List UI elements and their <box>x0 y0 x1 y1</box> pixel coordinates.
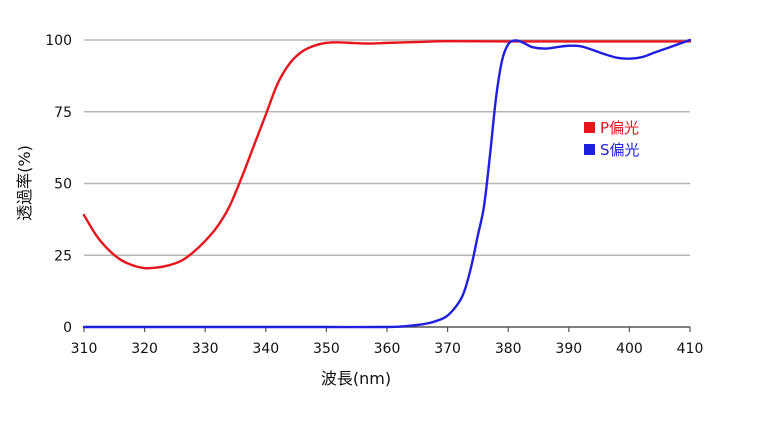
x-tick-label: 380 <box>495 341 522 357</box>
y-tick-label: 0 <box>63 320 72 336</box>
x-tick-label: 320 <box>131 341 158 357</box>
legend-swatch <box>584 122 595 133</box>
x-tick-label: 370 <box>434 341 461 357</box>
x-tick-label: 350 <box>313 341 340 357</box>
legend: P偏光 S偏光 <box>584 119 640 159</box>
legend-label: S偏光 <box>600 141 640 159</box>
legend-swatch <box>584 144 595 155</box>
x-tick-label: 310 <box>71 341 98 357</box>
x-tick-label: 410 <box>677 341 704 357</box>
y-tick-label: 25 <box>54 248 72 264</box>
x-tick-label: 400 <box>616 341 643 357</box>
x-tick-label: 360 <box>374 341 401 357</box>
series <box>82 38 692 329</box>
series-line-s-polarized <box>82 38 692 329</box>
x-tick-label: 390 <box>555 341 582 357</box>
grid <box>84 39 690 256</box>
tick-labels: 0 25 50 75 100 310 320 330 340 350 360 370 380 390 400… <box>45 33 703 357</box>
y-tick-label: 50 <box>54 177 72 193</box>
y-axis-title: 透過率(%) <box>15 145 34 221</box>
y-tick-label: 75 <box>54 105 72 121</box>
series-line-p-polarized <box>82 39 692 270</box>
legend-label: P偏光 <box>600 119 639 137</box>
y-tick-label: 100 <box>45 33 72 49</box>
x-axis-title: 波長(nm) <box>321 369 391 388</box>
x-tick-label: 330 <box>192 341 219 357</box>
x-tick-label: 340 <box>252 341 279 357</box>
